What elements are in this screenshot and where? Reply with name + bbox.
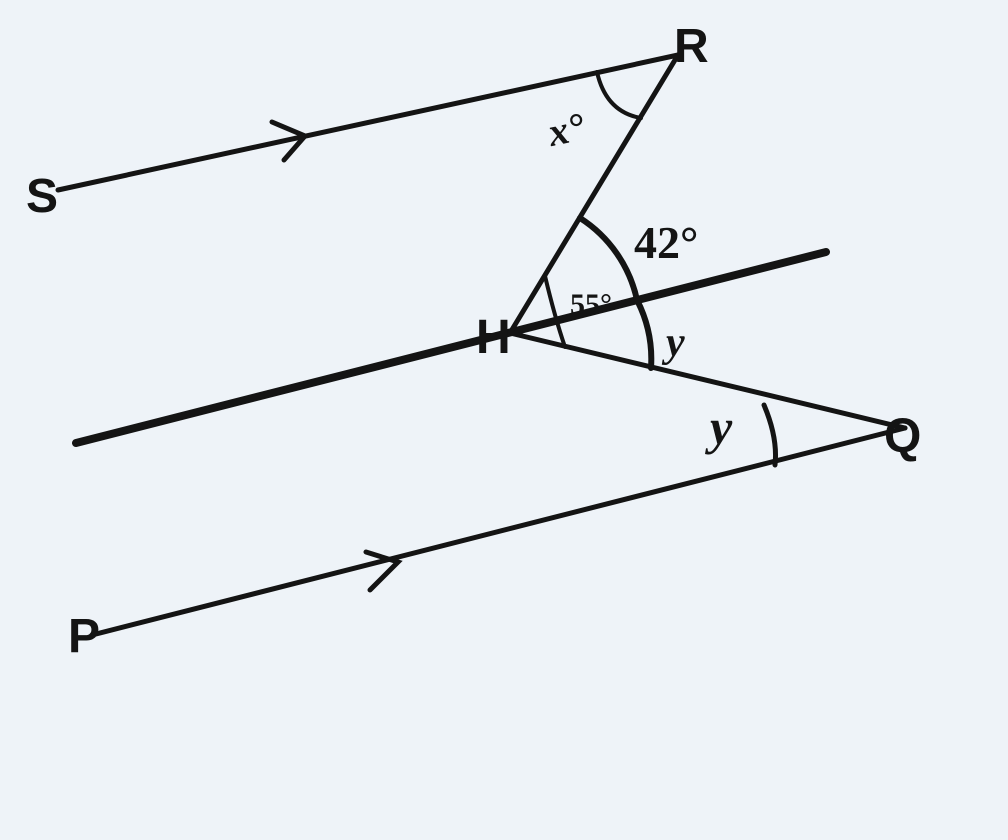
angle-label-y-Q: y [705, 399, 733, 455]
point-label-S: S [26, 170, 58, 223]
segment-RH [507, 52, 681, 336]
angle-label-42: 42° [634, 217, 698, 268]
angle-label-y-H: y [661, 320, 685, 366]
arrow-PQ [363, 549, 403, 593]
point-label-Q: Q [884, 410, 921, 463]
angle-arc-y-H [634, 297, 655, 371]
angle-arc-42 [577, 215, 640, 303]
line-SR [55, 52, 681, 193]
angle-arc-55 [543, 274, 567, 349]
line-PQ [89, 425, 908, 638]
angle-label-R: x° [543, 104, 589, 156]
angle-label-55: 55° [570, 288, 612, 321]
point-label-R: R [674, 20, 709, 73]
line-through-H [72, 248, 830, 447]
angle-arc-R [595, 70, 643, 120]
point-label-H: H [476, 311, 511, 364]
angle-arc-Q [761, 402, 778, 468]
point-label-P: P [68, 610, 100, 663]
segment-HQ [507, 330, 908, 431]
arrow-SR [269, 119, 310, 163]
